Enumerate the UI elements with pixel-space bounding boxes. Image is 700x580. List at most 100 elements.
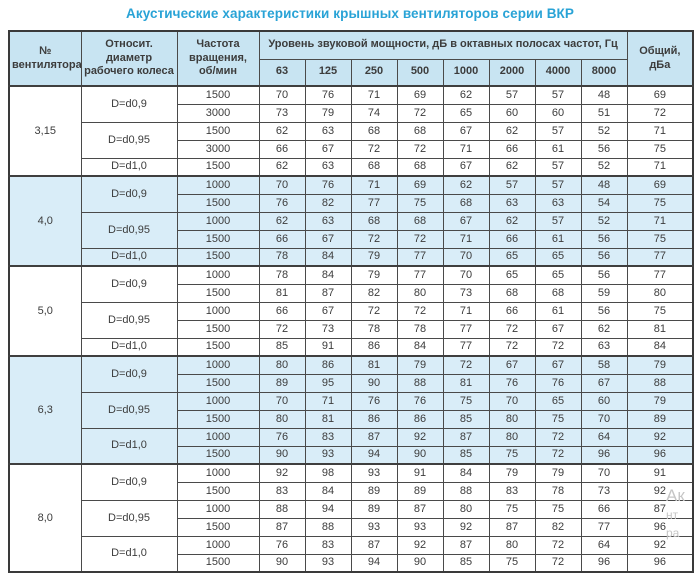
spl-value-cell: 62 [442, 85, 490, 105]
spl-value-cell: 76 [396, 391, 444, 411]
table-row: D=d0,95 1000 70 71 76 76 75 70 65 60 79 [9, 391, 694, 429]
rpm-cell: 1500 [176, 373, 260, 393]
spl-value-cell: 80 [488, 535, 536, 555]
spl-value-cell: 67 [488, 355, 536, 375]
total-dba-cell: 84 [626, 337, 694, 357]
spl-value-cell: 66 [258, 229, 306, 249]
diameter-cell: D=d0,9 [80, 463, 178, 501]
spl-value-cell: 62 [258, 157, 306, 177]
spl-value-cell: 67 [304, 301, 352, 321]
spl-value-cell: 67 [534, 355, 582, 375]
header-freq-63: 63 [258, 58, 306, 87]
spl-value-cell: 60 [580, 391, 628, 411]
spl-value-cell: 86 [304, 355, 352, 375]
spl-value-cell: 64 [580, 427, 628, 447]
spl-value-cell: 76 [258, 427, 306, 447]
table-row: 6,3 D=d0,9 1000 80 86 81 79 72 67 67 58 79 [8, 355, 694, 465]
fan-number-cell: 6,3 [8, 355, 82, 465]
spl-value-cell: 70 [258, 175, 306, 195]
total-dba-cell: 92 [626, 427, 694, 447]
page-title: Акустические характеристики крышных вент… [125, 6, 574, 21]
total-dba-cell: 77 [626, 265, 694, 285]
rpm-cell: 1000 [176, 535, 260, 555]
spl-value-cell: 76 [488, 373, 536, 393]
fan-number-cell: 8,0 [8, 463, 82, 573]
spl-value-cell: 72 [350, 139, 398, 159]
spl-value-cell: 94 [304, 499, 352, 519]
spl-value-cell: 84 [304, 265, 352, 285]
rpm-cell: 1000 [176, 391, 260, 411]
spl-value-cell: 82 [304, 193, 352, 213]
spl-value-cell: 87 [258, 517, 306, 537]
diameter-cell: D=d0,9 [80, 85, 178, 123]
header-freq-8000: 8000 [580, 58, 628, 87]
rpm-cell: 1000 [176, 211, 260, 231]
spl-value-cell: 63 [304, 121, 352, 141]
spl-value-cell: 96 [580, 445, 628, 465]
table-row: 3,15 D=d0,9 1500 70 76 71 69 62 57 57 48 69 [8, 85, 694, 177]
header-total: Общий, дБа [626, 30, 694, 87]
spl-value-cell: 93 [304, 553, 352, 573]
spl-value-cell: 58 [580, 355, 628, 375]
header-freq-500: 500 [396, 58, 444, 87]
table-row: 1500 72 73 78 78 77 72 67 62 81 [9, 319, 694, 339]
diameter-cell: D=d0,9 [80, 265, 178, 303]
diameter-cell: D=d1,0 [80, 247, 178, 267]
spl-value-cell: 77 [396, 247, 444, 267]
spl-value-cell: 62 [258, 121, 306, 141]
spl-value-cell: 81 [258, 283, 306, 303]
spl-value-cell: 65 [442, 103, 490, 123]
table-row: D=d0,95 1000 88 94 89 87 80 75 75 66 87 [9, 499, 694, 537]
spl-value-cell: 56 [580, 229, 628, 249]
spl-value-cell: 71 [350, 85, 398, 105]
rpm-cell: 1000 [176, 463, 260, 483]
spl-value-cell: 72 [534, 427, 582, 447]
spl-value-cell: 72 [350, 229, 398, 249]
spl-value-cell: 76 [258, 193, 306, 213]
rpm-cell: 1000 [176, 175, 260, 195]
header-freq-1000: 1000 [442, 58, 490, 87]
spl-value-cell: 60 [534, 103, 582, 123]
spl-value-cell: 89 [258, 373, 306, 393]
spl-value-cell: 69 [396, 85, 444, 105]
total-dba-cell: 72 [626, 103, 694, 123]
spl-value-cell: 77 [442, 337, 490, 357]
spl-value-cell: 57 [488, 85, 536, 105]
spl-value-cell: 86 [350, 337, 398, 357]
spl-value-cell: 81 [442, 373, 490, 393]
spl-value-cell: 48 [580, 85, 628, 105]
spl-value-cell: 84 [396, 337, 444, 357]
table-row: 1500 89 95 90 88 81 76 76 67 88 [9, 373, 694, 393]
spl-value-cell: 93 [350, 517, 398, 537]
header-fan-no: № вентилятора [8, 30, 82, 87]
spl-value-cell: 77 [350, 193, 398, 213]
spl-value-cell: 72 [534, 337, 582, 357]
spl-value-cell: 90 [258, 445, 306, 465]
spl-value-cell: 56 [580, 265, 628, 285]
spl-value-cell: 62 [488, 157, 536, 177]
spl-value-cell: 78 [258, 247, 306, 267]
spl-value-cell: 61 [534, 301, 582, 321]
spl-value-cell: 75 [442, 391, 490, 411]
spl-value-cell: 83 [258, 481, 306, 501]
rpm-cell: 1500 [176, 193, 260, 213]
rpm-cell: 1000 [176, 301, 260, 321]
spl-value-cell: 72 [488, 319, 536, 339]
spl-value-cell: 63 [488, 193, 536, 213]
total-dba-cell: 71 [626, 157, 694, 177]
table-row: D=d1,0 1500 78 84 79 77 70 65 65 56 77 [9, 247, 694, 267]
spl-value-cell: 54 [580, 193, 628, 213]
spl-value-cell: 82 [350, 283, 398, 303]
table-row: 5,0 D=d0,9 1000 78 84 79 77 70 65 65 56 77 [8, 265, 694, 357]
spl-value-cell: 89 [350, 481, 398, 501]
spl-value-cell: 75 [488, 553, 536, 573]
total-dba-cell: 69 [626, 85, 694, 105]
spl-value-cell: 68 [350, 211, 398, 231]
spl-value-cell: 80 [396, 283, 444, 303]
spl-value-cell: 72 [396, 301, 444, 321]
table-row: 1500 80 81 86 86 85 80 75 70 89 [9, 409, 694, 429]
spl-value-cell: 69 [396, 175, 444, 195]
total-dba-cell: 77 [626, 247, 694, 267]
spl-value-cell: 89 [350, 499, 398, 519]
total-dba-cell: 81 [626, 319, 694, 339]
